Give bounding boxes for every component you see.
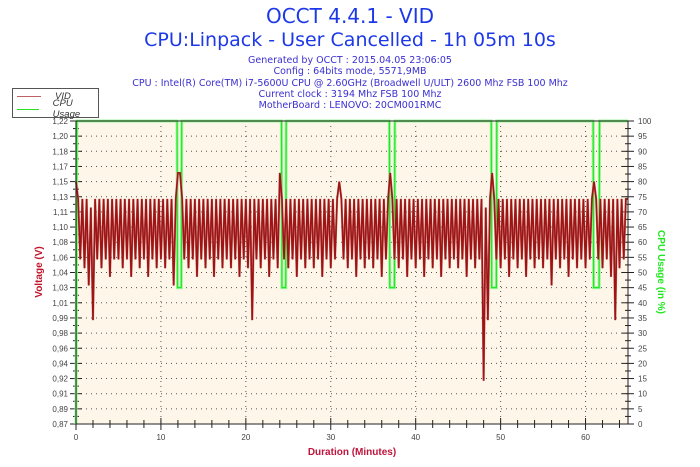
cpu-usage-line — [75, 120, 628, 425]
x-tick-label: 50 — [496, 433, 505, 442]
legend-item-cpu: CPU Usage — [17, 98, 98, 120]
y2-tick-label: 5 — [638, 405, 643, 414]
y2-tick-label: 40 — [638, 299, 647, 308]
y2-tick-label: 45 — [638, 284, 647, 293]
y2-tick-label: 0 — [638, 420, 643, 429]
y-tick-label: 0,94 — [52, 359, 68, 368]
y2-tick-label: 70 — [638, 208, 647, 217]
y2-tick-label: 50 — [638, 269, 647, 278]
y-tick-label: 1,13 — [52, 193, 68, 202]
x-tick-label: 10 — [156, 433, 165, 442]
vid-line — [75, 172, 628, 381]
legend-label-vid: VID — [55, 90, 71, 102]
y2-tick-label: 80 — [638, 178, 647, 187]
x-tick-label: 30 — [326, 433, 335, 442]
y2-tick-label: 15 — [638, 375, 647, 384]
y2-tick-label: 20 — [638, 359, 647, 368]
legend-label-cpu: CPU Usage — [52, 98, 81, 120]
y-tick-label: 1,06 — [52, 253, 68, 262]
y2-tick-label: 60 — [638, 238, 647, 247]
y-tick-label: 1,11 — [53, 208, 69, 217]
y2-axis-label: CPU Usage (in %) — [655, 230, 666, 314]
legend-item-vid: VID — [17, 90, 71, 102]
y-tick-label: 0,91 — [52, 390, 68, 399]
y2-tick-label: 10 — [638, 390, 647, 399]
x-tick-label: 0 — [74, 433, 79, 442]
y-tick-label: 1,22 — [52, 117, 68, 126]
y-axis-label: Voltage (V) — [34, 246, 45, 297]
y-tick-label: 0,87 — [52, 420, 68, 429]
y2-tick-label: 25 — [638, 344, 647, 353]
y2-tick-label: 30 — [638, 329, 647, 338]
y2-tick-label: 75 — [638, 193, 647, 202]
y2-tick-label: 55 — [638, 253, 647, 262]
y2-tick-label: 95 — [638, 132, 647, 141]
legend-swatch-vid — [17, 95, 41, 97]
y-tick-label: 0,96 — [52, 344, 68, 353]
y-tick-label: 0,98 — [52, 329, 68, 338]
y2-tick-label: 100 — [638, 117, 652, 126]
y2-tick-label: 35 — [638, 314, 647, 323]
y-tick-label: 1,03 — [52, 284, 68, 293]
y-tick-label: 1,08 — [52, 238, 68, 247]
x-tick-label: 20 — [241, 433, 250, 442]
y2-tick-label: 90 — [638, 147, 647, 156]
chart-title: OCCT 4.4.1 - VID — [265, 4, 435, 28]
y2-tick-label: 65 — [638, 223, 647, 232]
y2-tick-label: 85 — [638, 162, 647, 171]
y-tick-label: 0,99 — [52, 314, 68, 323]
y-tick-label: 0,89 — [52, 405, 68, 414]
y-tick-label: 1,20 — [52, 132, 68, 141]
legend: VID CPU Usage — [12, 88, 99, 120]
info-cpu: CPU : Intel(R) Core(TM) i7-5600U CPU @ 2… — [132, 77, 568, 89]
y-tick-label: 1,10 — [52, 223, 68, 232]
y-tick-label: 1,18 — [52, 147, 68, 156]
y-tick-label: 0,92 — [52, 375, 68, 384]
y-tick-label: 1,17 — [52, 162, 68, 171]
y-tick-label: 1,15 — [52, 178, 68, 187]
y-tick-label: 1,04 — [52, 269, 68, 278]
y-tick-label: 1,01 — [52, 299, 68, 308]
system-info: Generated by OCCT : 2015.04.05 23:06:05 … — [0, 55, 700, 111]
x-tick-label: 60 — [581, 433, 590, 442]
info-config: Config : 64bits mode, 5571,9MB — [273, 66, 427, 78]
info-clock: Current clock : 3194 Mhz FSB 100 Mhz — [258, 88, 442, 100]
x-tick-label: 40 — [411, 433, 420, 442]
chart-subtitle: CPU:Linpack - User Cancelled - 1h 05m 10… — [144, 29, 556, 51]
plot-frame — [75, 120, 629, 425]
x-axis-label: Duration (Minutes) — [308, 447, 396, 458]
info-generated: Generated by OCCT : 2015.04.05 23:06:05 — [248, 55, 452, 66]
info-motherboard: MotherBoard : LENOVO: 20CM001RMC — [258, 100, 442, 112]
legend-swatch-cpu — [17, 108, 39, 110]
